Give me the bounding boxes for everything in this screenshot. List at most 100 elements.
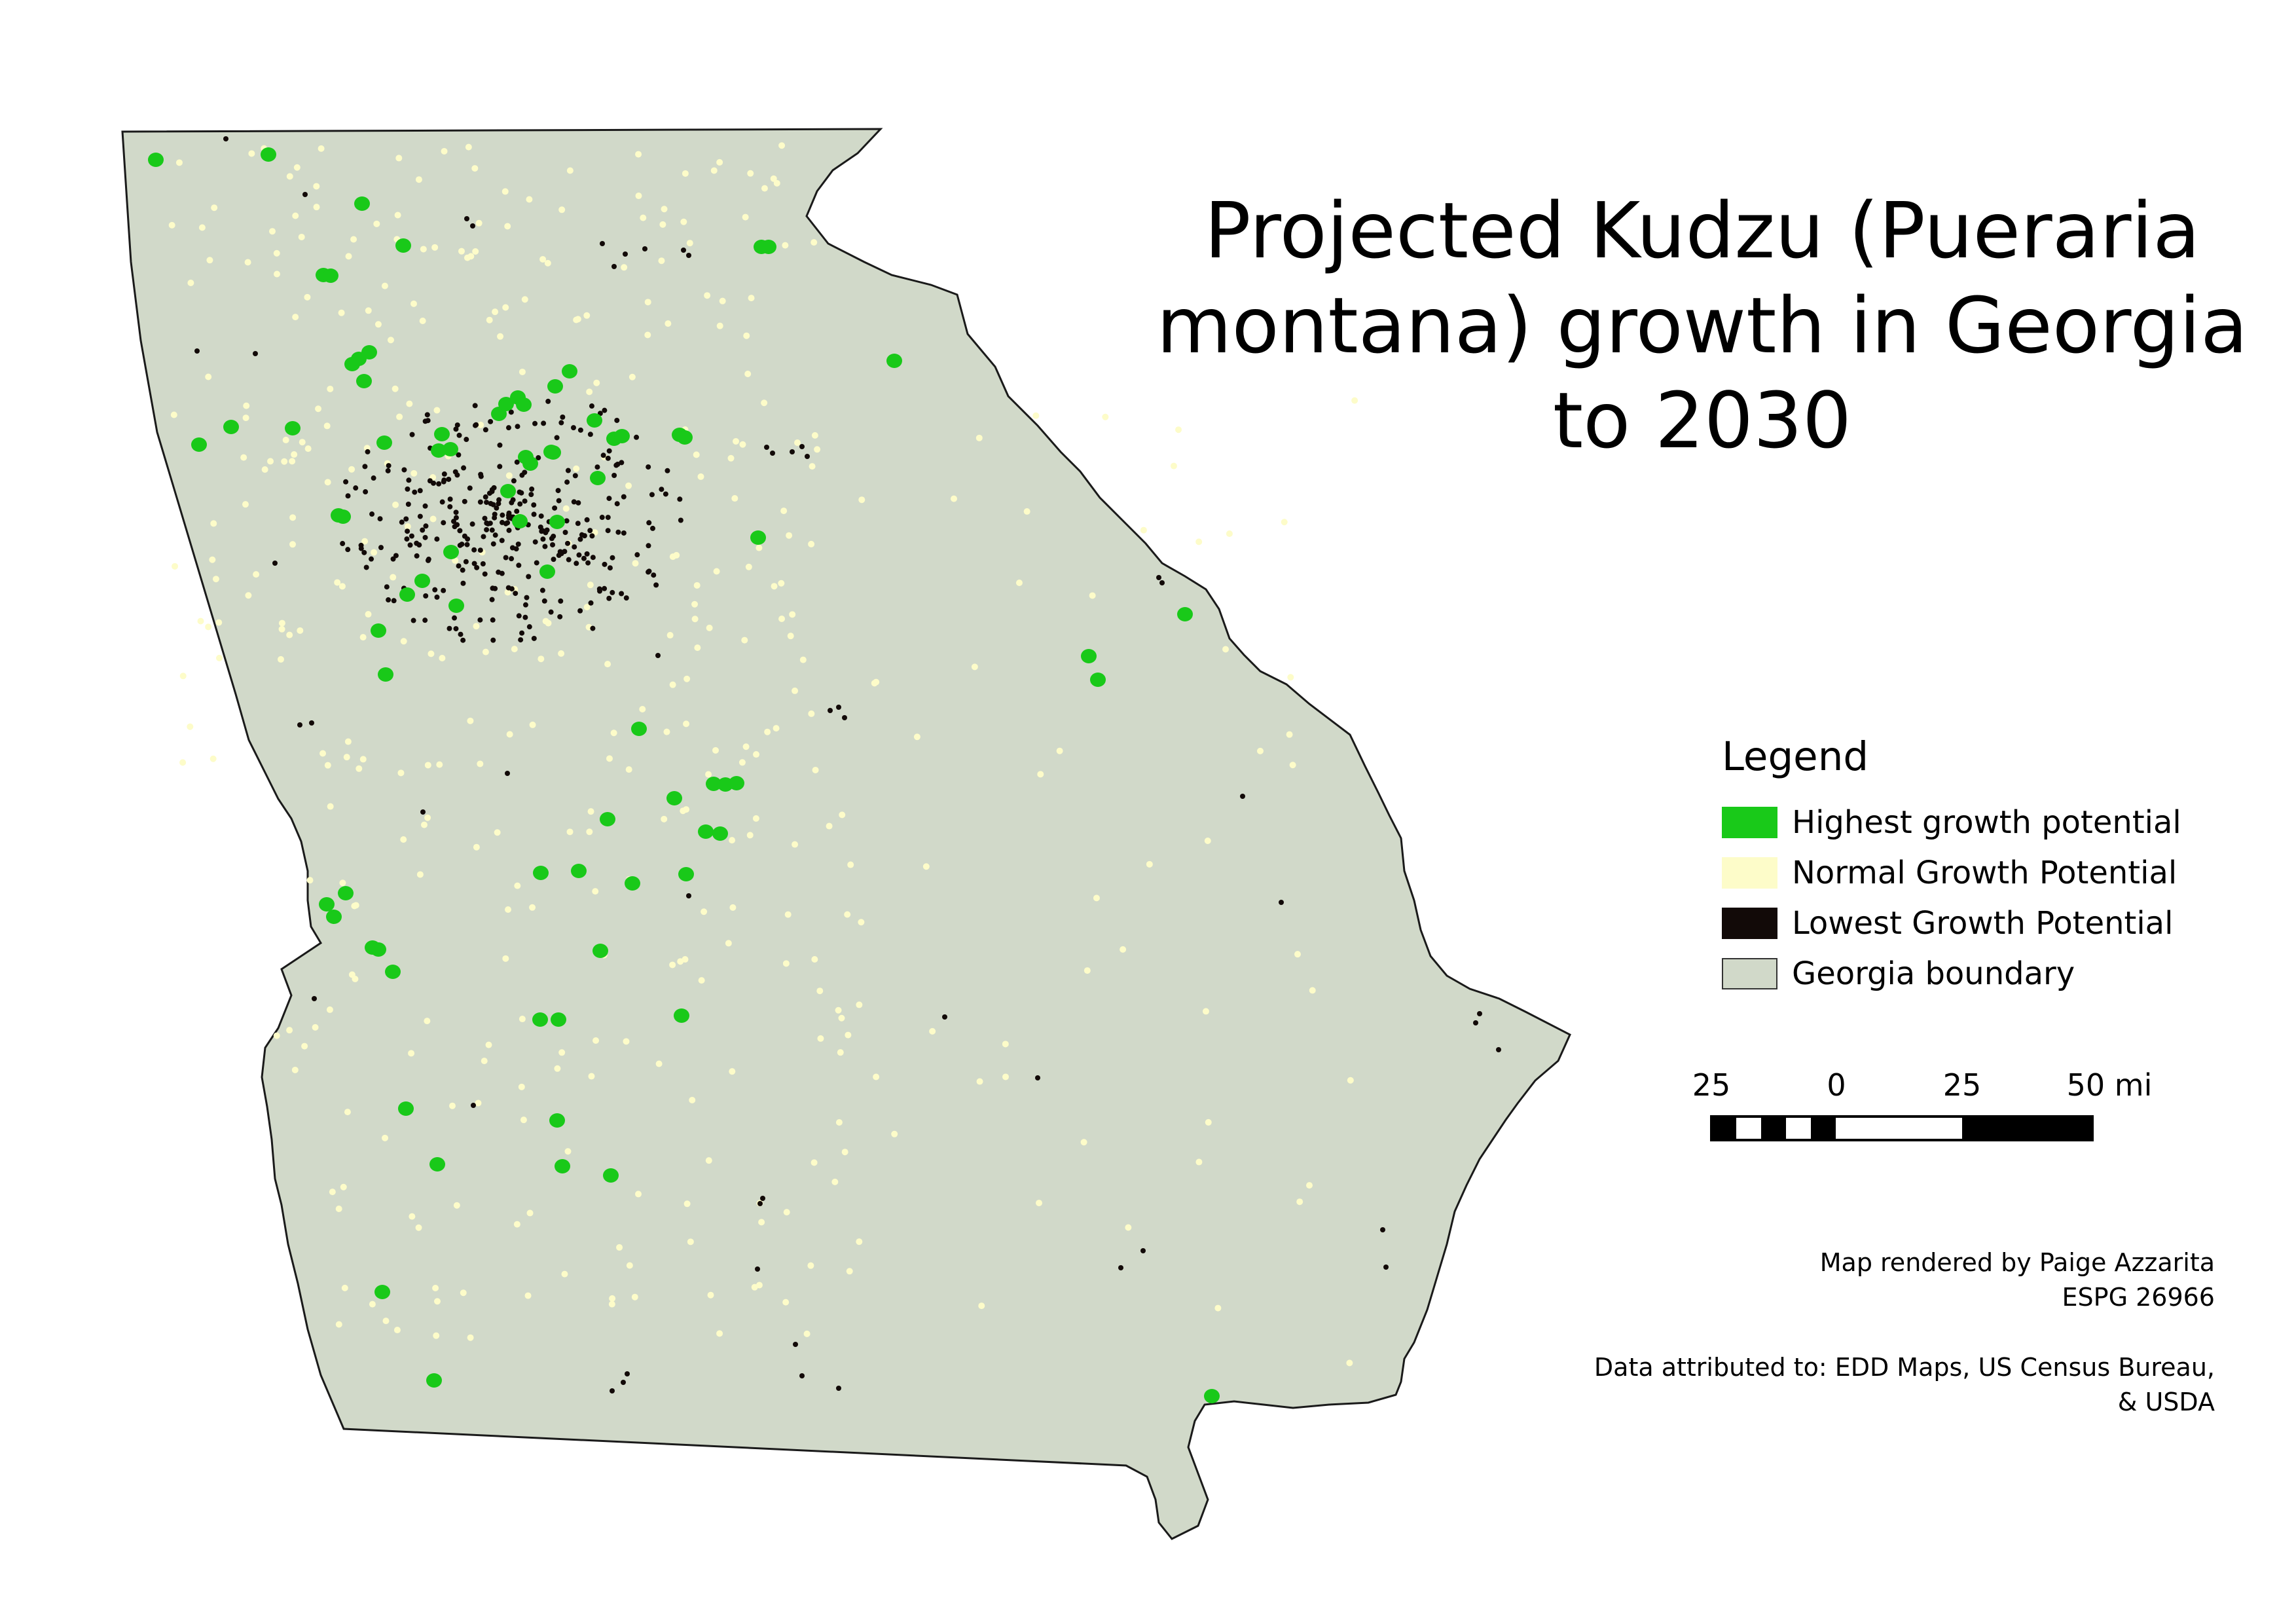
normal-growth-point <box>504 223 511 230</box>
normal-growth-point <box>625 482 632 489</box>
lowest-growth-point <box>467 485 473 491</box>
lowest-growth-point <box>417 513 423 519</box>
lowest-growth-point <box>1380 1227 1385 1232</box>
normal-growth-point <box>415 1224 422 1231</box>
lowest-growth-point <box>494 505 500 511</box>
normal-growth-point <box>477 760 484 767</box>
normal-growth-point <box>773 179 780 187</box>
normal-growth-point <box>415 176 422 183</box>
highest-growth-point <box>378 667 393 682</box>
normal-growth-point <box>606 755 613 762</box>
normal-growth-point <box>278 625 285 633</box>
normal-growth-point <box>428 650 435 657</box>
normal-growth-point <box>725 940 732 947</box>
highest-growth-point <box>1090 673 1106 687</box>
lowest-growth-point <box>653 582 659 588</box>
normal-growth-point <box>338 309 345 316</box>
normal-growth-point <box>432 1284 439 1291</box>
lowest-growth-point <box>514 508 520 514</box>
highest-growth-point <box>338 886 354 900</box>
lowest-growth-point <box>386 597 392 603</box>
lowest-growth-point <box>1156 575 1161 580</box>
legend-swatch-normal <box>1722 857 1777 889</box>
lowest-growth-point <box>462 498 467 504</box>
normal-growth-point <box>741 637 748 644</box>
normal-growth-point <box>519 368 526 375</box>
normal-growth-point <box>467 717 474 724</box>
normal-growth-point <box>592 1037 600 1044</box>
normal-growth-point <box>253 571 260 578</box>
normal-growth-point <box>683 806 690 813</box>
lowest-growth-point <box>528 492 534 498</box>
normal-growth-point <box>248 150 255 157</box>
normal-growth-point <box>369 1301 376 1308</box>
lowest-growth-point <box>365 449 371 454</box>
normal-growth-point <box>586 828 593 836</box>
normal-growth-point <box>286 173 293 180</box>
highest-growth-point <box>223 420 239 434</box>
map-title-line-1: Projected Kudzu (Pueraria <box>1204 185 2200 276</box>
lowest-growth-point <box>422 503 428 509</box>
lowest-growth-point <box>602 585 608 591</box>
highest-growth-point <box>371 942 386 957</box>
normal-growth-point <box>397 769 405 777</box>
lowest-growth-point <box>1140 1248 1146 1253</box>
normal-growth-point <box>659 221 666 228</box>
normal-growth-point <box>297 627 304 634</box>
lowest-growth-point <box>454 422 460 428</box>
lowest-growth-point <box>665 468 670 473</box>
lowest-growth-point <box>483 494 488 500</box>
highest-growth-point <box>625 876 640 891</box>
highest-growth-point <box>500 484 516 498</box>
lowest-growth-point <box>538 525 543 530</box>
normal-growth-point <box>561 1270 568 1278</box>
normal-growth-point <box>289 514 297 521</box>
highest-growth-point <box>361 345 377 360</box>
lowest-growth-point <box>510 497 516 503</box>
normal-growth-point <box>761 399 768 407</box>
normal-growth-point <box>792 841 799 848</box>
lowest-growth-point <box>272 561 278 566</box>
lowest-growth-point <box>599 515 605 521</box>
lowest-growth-point <box>600 452 606 458</box>
lowest-growth-point <box>473 422 479 428</box>
highest-growth-point <box>354 196 370 211</box>
normal-growth-point <box>719 297 726 304</box>
normal-growth-point <box>458 248 465 255</box>
normal-growth-point <box>497 333 504 340</box>
lowest-growth-point <box>649 492 655 498</box>
lowest-growth-point <box>500 512 505 518</box>
lowest-growth-point <box>497 442 503 448</box>
highest-growth-point <box>434 427 450 441</box>
lowest-growth-point <box>446 625 452 631</box>
highest-growth-point <box>587 413 602 428</box>
lowest-growth-point <box>607 565 613 571</box>
lowest-growth-point <box>602 561 608 567</box>
lowest-growth-point <box>621 1380 626 1385</box>
lowest-growth-point <box>488 418 494 424</box>
lowest-growth-point <box>405 502 411 507</box>
highest-growth-point <box>603 1168 619 1183</box>
lowest-growth-point <box>531 635 537 641</box>
normal-growth-point <box>392 385 399 392</box>
normal-growth-point <box>789 611 796 618</box>
lowest-growth-point <box>828 708 833 713</box>
lowest-growth-point <box>836 1386 841 1391</box>
normal-growth-point <box>477 421 484 428</box>
normal-growth-point <box>588 1073 595 1080</box>
lowest-growth-point <box>634 552 640 558</box>
normal-growth-point <box>669 681 676 688</box>
lowest-growth-point <box>548 609 554 615</box>
lowest-growth-point <box>483 427 488 433</box>
normal-growth-point <box>420 246 427 253</box>
normal-growth-point <box>586 388 593 396</box>
lowest-growth-point <box>515 424 520 430</box>
lowest-growth-point <box>457 528 463 534</box>
normal-growth-point <box>747 170 754 177</box>
normal-growth-point <box>351 902 358 910</box>
lowest-growth-point <box>686 893 691 898</box>
normal-growth-point <box>1023 508 1030 515</box>
lowest-growth-point <box>757 1201 763 1206</box>
normal-growth-point <box>1281 519 1288 526</box>
normal-growth-point <box>686 240 693 247</box>
